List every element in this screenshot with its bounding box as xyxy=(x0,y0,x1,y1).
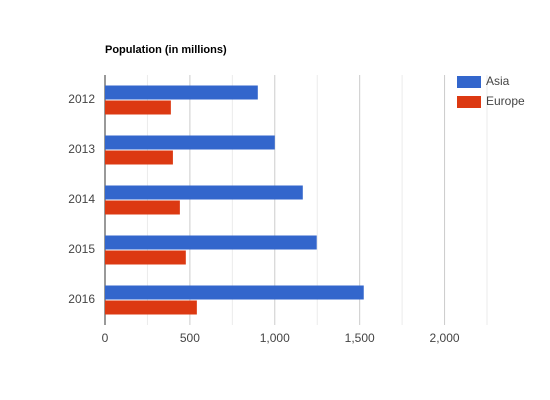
legend-label: Asia xyxy=(486,74,510,88)
chart-title: Population (in millions) xyxy=(105,44,227,56)
y-tick-label: 2016 xyxy=(68,292,95,306)
legend-swatch xyxy=(457,76,481,88)
y-tick-label: 2013 xyxy=(68,142,95,156)
bar xyxy=(105,85,258,100)
bar xyxy=(105,285,364,300)
y-tick-label: 2015 xyxy=(68,242,95,256)
bar xyxy=(105,300,197,315)
bar xyxy=(105,150,173,165)
bar xyxy=(105,100,171,115)
bar xyxy=(105,200,180,215)
bar xyxy=(105,135,275,150)
x-tick-label: 500 xyxy=(180,331,200,345)
bar xyxy=(105,250,186,265)
x-tick-label: 0 xyxy=(102,331,109,345)
legend-swatch xyxy=(457,96,481,108)
x-tick-label: 2,000 xyxy=(430,331,460,345)
bar xyxy=(105,185,303,200)
y-tick-label: 2014 xyxy=(68,192,95,206)
bar xyxy=(105,235,317,250)
legend-label: Europe xyxy=(486,94,525,108)
x-tick-label: 1,500 xyxy=(345,331,375,345)
y-tick-label: 2012 xyxy=(68,92,95,106)
x-tick-label: 1,000 xyxy=(260,331,290,345)
